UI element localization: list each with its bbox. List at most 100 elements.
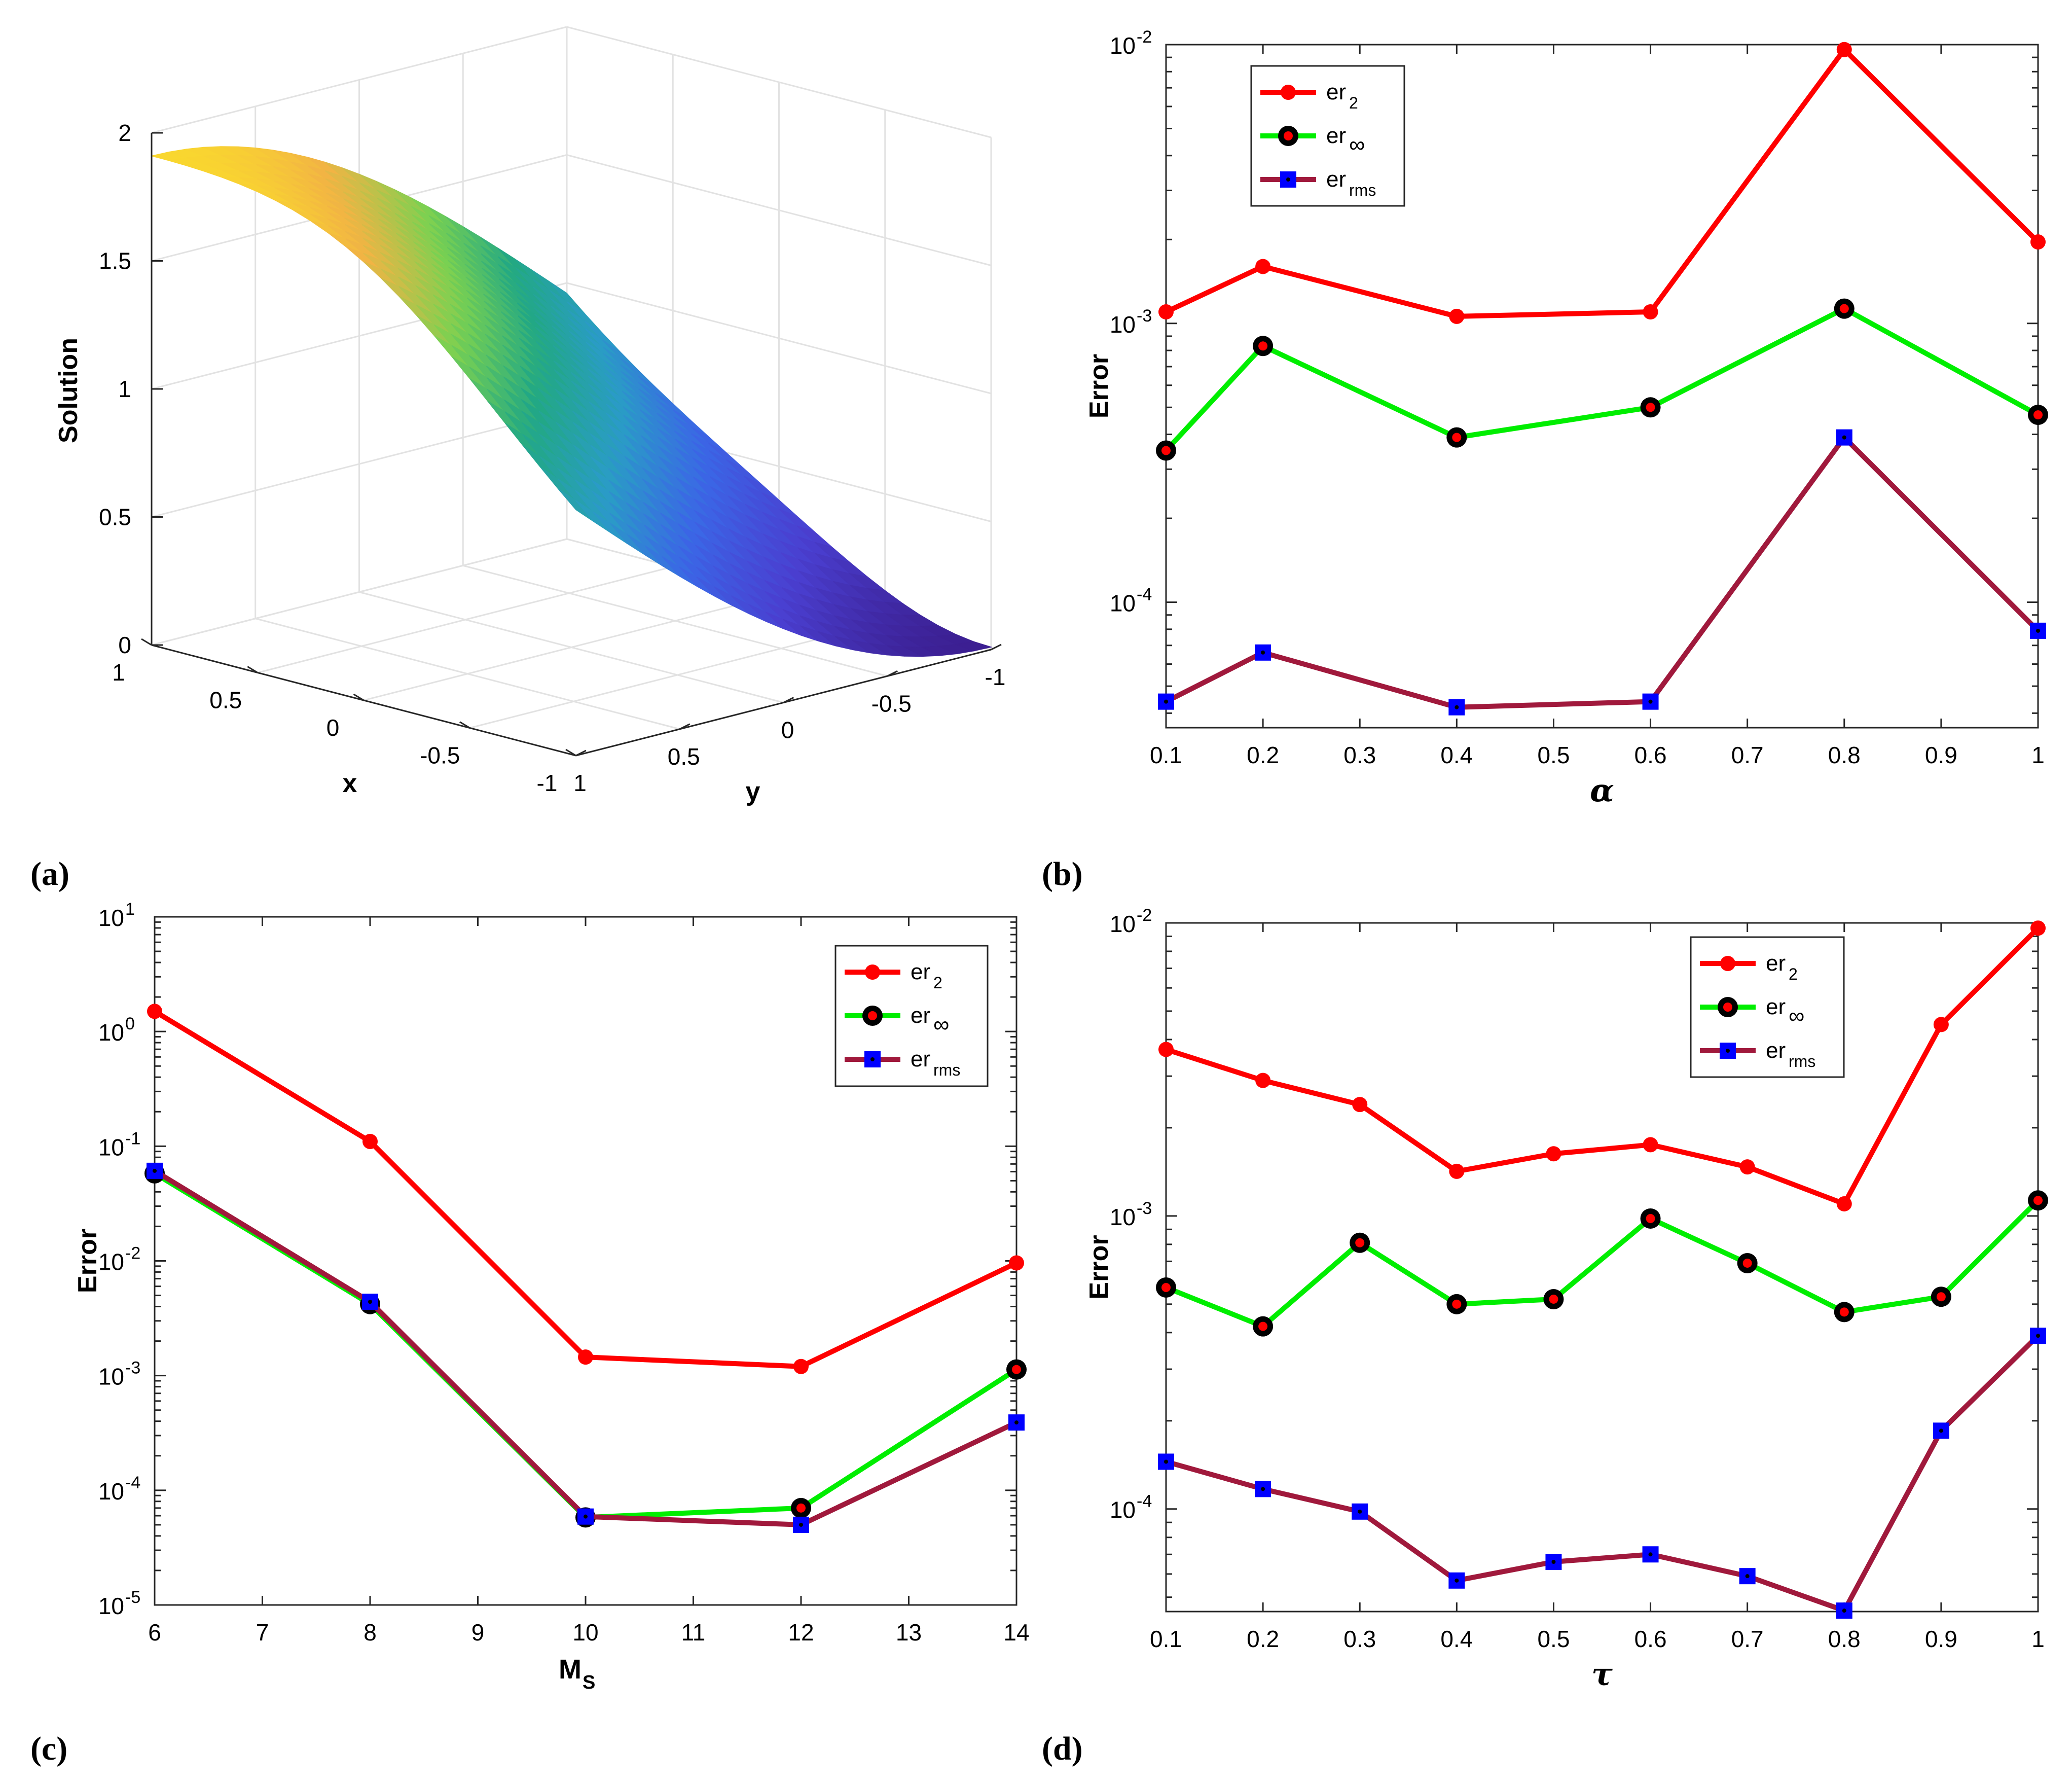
chart-c-ytick-exp: -4 <box>125 1473 140 1492</box>
chart-d-ytick-label: 10 -2 <box>1110 906 1152 937</box>
chart-b-series-erinf-point-core <box>1161 446 1171 455</box>
chart-b-series-er2-point <box>1158 304 1174 320</box>
chart-c-series-erinf-point <box>791 1497 811 1518</box>
chart-b-series-errms-point <box>2030 622 2046 639</box>
chart-b-legend-swatch-marker <box>1281 85 1296 100</box>
chart-c-series-errms-point-dot <box>153 1168 157 1173</box>
chart-c-series-errms-point-dot <box>584 1514 588 1519</box>
chart-a-grid-floor <box>359 591 784 703</box>
chart-c-series-er2-point <box>793 1359 809 1374</box>
chart-d-series-erinf-point-core <box>1839 1307 1849 1317</box>
chart-c-ytick-base: 10 <box>98 1249 124 1275</box>
chart-c-series-erinf-point-core <box>796 1503 806 1513</box>
chart-c-legend-label-sub: ∞ <box>933 1012 949 1037</box>
chart-d-legend-swatch-marker-dot <box>1726 1049 1730 1053</box>
chart-d-legend-entry-er2: er 2 <box>1700 951 1798 983</box>
chart-d-xtick-label: 0.5 <box>1537 1626 1570 1652</box>
chart-b-series-er2-point <box>1836 42 1852 57</box>
chart-d-series-erinf-point-core <box>1258 1321 1268 1331</box>
chart-c-series-er2-point <box>147 1004 162 1019</box>
chart-c-xtick-label: 14 <box>1003 1619 1029 1646</box>
chart-d-legend-label-sub: 2 <box>1789 965 1798 983</box>
chart-b-series-erinf-point <box>1156 440 1176 461</box>
chart-b-ytick-label: 10 -2 <box>1110 27 1152 59</box>
chart-d-ytick-base: 10 <box>1110 911 1136 937</box>
chart-d-legend-label-sub: ∞ <box>1789 1004 1804 1028</box>
chart-d-xtick-label: 0.6 <box>1634 1626 1667 1652</box>
chart-b-series-erinf-point-core <box>1646 403 1655 412</box>
chart-d-series-erinf-point <box>1834 1302 1855 1323</box>
chart-c-xtick-label: 9 <box>471 1619 485 1646</box>
chart-a-grid-floor <box>462 564 888 677</box>
chart-c-xtick-label: 13 <box>896 1619 922 1646</box>
chart-b-series-errms-point-dot <box>1648 699 1653 704</box>
chart-b-xtick-label: 1 <box>2031 742 2045 768</box>
chart-c-series-errms-point <box>147 1162 163 1179</box>
chart-c-ytick-base: 10 <box>98 1593 124 1619</box>
chart-a-ztick-label: 0.5 <box>99 504 131 530</box>
chart-c-legend-entry-erinf: er ∞ <box>845 1003 949 1037</box>
chart-d-series-erinf-point-core <box>1936 1292 1946 1302</box>
chart-b-series-errms-point <box>1836 429 1852 446</box>
chart-c-legend-swatch-marker <box>865 965 880 980</box>
chart-b-ytick-base: 10 <box>1110 590 1136 617</box>
chart-a-xtick-mark <box>565 748 576 757</box>
chart-b-series-errms-point <box>1448 699 1465 716</box>
chart-b-xtick-label: 0.8 <box>1828 742 1861 768</box>
chart-a-ytick-label: 1 <box>573 770 587 796</box>
chart-b-series-erinf-point <box>1253 336 1274 356</box>
chart-b-legend-label-sub: rms <box>1349 181 1376 199</box>
chart-b-series-errms-point-dot <box>1261 650 1265 655</box>
chart-d-series-errms-line <box>1165 1334 2040 1614</box>
chart-d-xtick-label: 0.1 <box>1150 1626 1182 1652</box>
chart-b-series-erinf-point-core <box>1258 341 1268 351</box>
chart-c-legend-swatch-marker <box>864 1051 881 1067</box>
chart-c-series-errms-point <box>1008 1414 1025 1431</box>
chart-d: 0.1 0.2 0.3 0.4 0.5 0.6 0.7 0.8 0.9 110-210-310-4… <box>1084 906 2048 1693</box>
chart-b-series-erinf-point <box>1446 427 1467 448</box>
chart-d-series-erinf-point <box>1350 1232 1370 1253</box>
chart-d-series-errms-point <box>2030 1328 2046 1344</box>
chart-d-legend-entry-erinf: er ∞ <box>1700 994 1804 1028</box>
chart-d-legend-label: er <box>1766 994 1786 1019</box>
chart-d-series-errms-point-dot <box>1261 1487 1265 1491</box>
chart-a-ylabel: y <box>746 777 760 806</box>
chart-d-series-erinf-point-core <box>1646 1213 1655 1223</box>
chart-b-legend-swatch-marker-dot <box>1286 177 1290 182</box>
chart-d-series-errms-point <box>1448 1572 1465 1589</box>
chart-b-series-errms-point <box>1255 644 1271 661</box>
chart-b-legend-swatch-marker-core <box>1284 131 1293 140</box>
chart-c-ytick-label: 10 -4 <box>98 1473 140 1505</box>
chart-c-series-errms-point-dot <box>368 1300 372 1304</box>
chart-a-ytick-mark <box>575 749 587 757</box>
chart-b-ytick-base: 10 <box>1110 311 1136 338</box>
chart-b-series-errms-line <box>1165 435 2040 710</box>
chart-b-series-erinf-point <box>2028 405 2048 425</box>
chart-b-xtick-label: 0.4 <box>1440 742 1473 768</box>
chart-d-ytick-base: 10 <box>1110 1204 1136 1230</box>
chart-c-xtick-label: 10 <box>572 1619 598 1646</box>
chart-d-legend: er 2er ∞er rms <box>1690 936 1845 1078</box>
chart-a-grid-horizontal <box>566 154 992 266</box>
chart-d-series-erinf-point <box>2028 1190 2048 1211</box>
chart-b-legend-entry-er2: er 2 <box>1260 80 1358 112</box>
chart-b-series-erinf-line <box>1164 306 2040 452</box>
chart-c-series-er2-point <box>578 1349 593 1365</box>
chart-c-ytick-exp: 0 <box>125 1014 135 1033</box>
chart-b-legend: er 2er ∞er rms <box>1250 65 1405 207</box>
chart-c-xtick-label: 6 <box>148 1619 161 1646</box>
chart-b-ytick-exp: -4 <box>1137 585 1152 604</box>
chart-d-series-erinf-point <box>1737 1253 1758 1273</box>
chart-a-ytick-mark <box>679 723 690 730</box>
chart-d-xlabel: τ <box>1591 1656 1613 1693</box>
chart-c-legend-label: er <box>911 959 930 984</box>
chart-c-xtick-label: 8 <box>363 1619 377 1646</box>
chart-c-ytick-base: 10 <box>98 905 124 931</box>
chart-b-series-erinf-point-core <box>2033 410 2043 420</box>
chart-c-ytick-label: 10 1 <box>98 900 135 931</box>
chart-d-xtick-label: 0.8 <box>1828 1626 1861 1652</box>
chart-d-legend-label: er <box>1766 951 1786 976</box>
chart-c-ylabel: Error <box>73 1229 102 1293</box>
chart-a-ztick-label: 1 <box>118 376 131 402</box>
